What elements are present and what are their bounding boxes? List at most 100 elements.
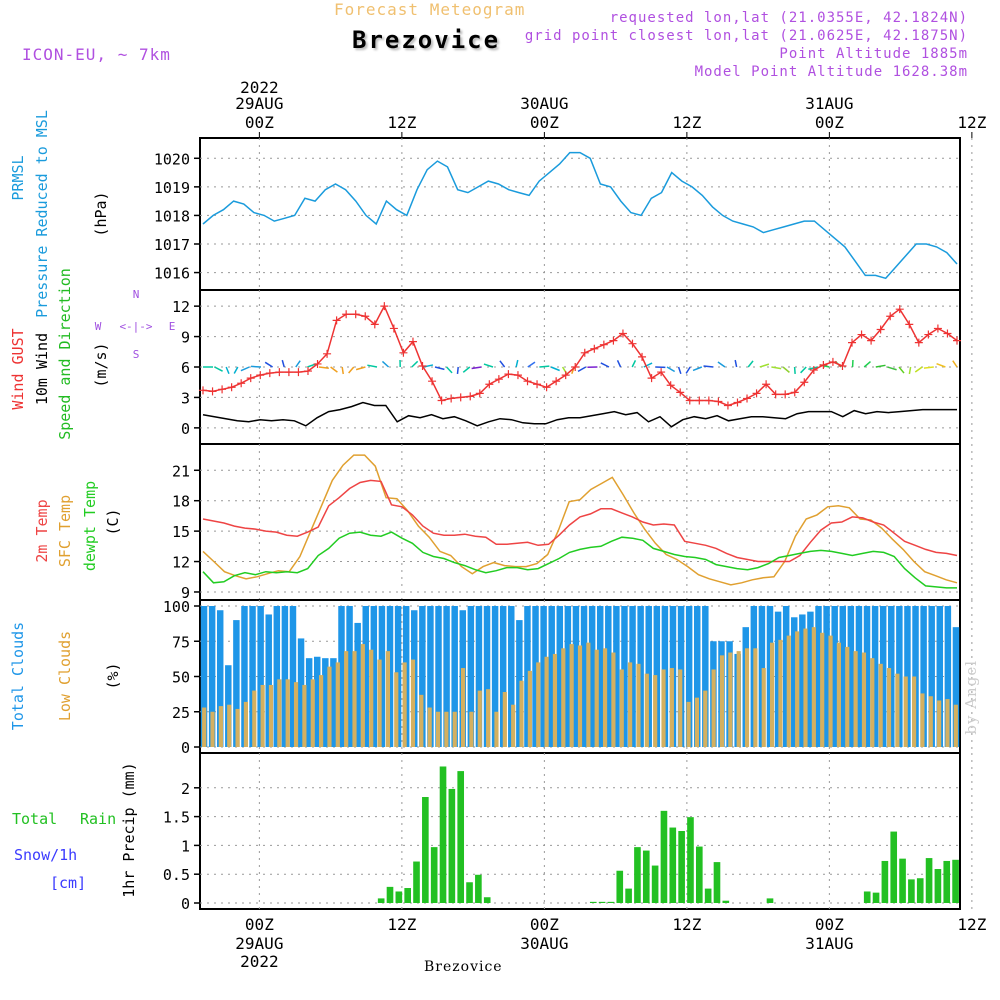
gust-marker — [303, 367, 312, 376]
low-cloud-bar — [293, 682, 299, 747]
sfc-temp-line — [202, 454, 958, 586]
gust-marker — [361, 312, 370, 321]
wind-gust-line — [202, 304, 958, 407]
total-cloud-bar — [370, 606, 378, 747]
rain-bar — [872, 892, 880, 903]
top-hour-label: 00Z — [530, 113, 559, 132]
gust-marker — [876, 325, 885, 334]
wind-arrow — [550, 366, 560, 372]
low-cloud-bar — [611, 652, 616, 747]
wind-arrow — [423, 364, 434, 368]
low-cloud-bar — [511, 704, 516, 747]
wind-arrow — [782, 366, 790, 373]
low-cloud-bar — [878, 663, 883, 747]
gust-marker — [323, 349, 332, 358]
total-cloud-bar — [879, 606, 887, 747]
total-cloud-bar — [888, 606, 895, 747]
requested-coords: requested lon,lat (21.0355E, 42.1824N) — [609, 10, 968, 26]
wind-arrow — [616, 360, 622, 368]
gust-marker — [370, 320, 379, 329]
rain-bar — [625, 888, 632, 903]
total-cloud-bar — [613, 606, 620, 747]
gust-marker — [408, 337, 417, 346]
rain-bar — [651, 865, 659, 903]
label-total: Total — [12, 810, 57, 828]
top-hour-label: 00Z — [815, 113, 844, 132]
gust-marker — [552, 377, 561, 386]
y-tick-label: 9 — [181, 329, 190, 347]
total-cloud-bar — [782, 606, 790, 747]
low-cloud-bar — [728, 652, 733, 747]
wind-arrow — [539, 365, 550, 368]
low-cloud-bar — [544, 656, 549, 747]
total-cloud-bar — [524, 606, 531, 747]
low-cloud-bar — [636, 663, 641, 747]
gust-marker — [657, 368, 666, 377]
gust-marker — [743, 394, 752, 403]
gust-marker — [943, 329, 952, 338]
compass-w: W — [95, 320, 102, 333]
wind-arrow — [446, 366, 453, 374]
total-cloud-bar — [621, 606, 628, 747]
low-cloud-bar — [477, 690, 482, 747]
rain-bar — [395, 891, 403, 903]
low-cloud-bar — [494, 711, 499, 747]
low-cloud-bar — [569, 644, 574, 747]
label-pressure-msl: Pressure Reduced to MSL — [33, 110, 51, 318]
label-c: (C) — [104, 508, 122, 535]
wind-arrow — [808, 366, 818, 371]
y-tick-label: 6 — [181, 359, 190, 377]
total-cloud-bar — [694, 606, 701, 747]
total-cloud-bar — [540, 606, 547, 747]
compass-s: S — [133, 348, 140, 361]
y-tick-label: 21 — [172, 462, 190, 480]
total-cloud-bar — [273, 606, 281, 747]
label-speed-direction: Speed and Direction — [56, 268, 74, 440]
rain-bar — [881, 860, 889, 903]
low-cloud-bar — [227, 704, 232, 747]
gust-marker — [771, 390, 780, 399]
y-tick-label: 1020 — [154, 150, 190, 168]
y-tick-label: 3 — [181, 389, 190, 407]
compass-n: N — [133, 288, 140, 301]
low-cloud-bar — [536, 662, 541, 747]
wind-arrow — [643, 362, 653, 368]
rain-bar — [863, 891, 871, 903]
gust-marker — [246, 374, 255, 383]
low-cloud-bar — [577, 645, 583, 747]
gust-marker — [208, 387, 217, 396]
low-cloud-bar — [435, 711, 441, 747]
total-cloud-bar — [637, 606, 644, 747]
model-altitude: Model Point Altitude 1628.38m — [694, 64, 968, 80]
total-cloud-bar — [807, 611, 814, 747]
label-hpa: (hPa) — [92, 191, 110, 236]
low-cloud-bar — [803, 628, 808, 747]
gust-marker — [265, 369, 274, 378]
total-cloud-bar — [685, 606, 693, 747]
gust-marker — [762, 380, 771, 389]
low-cloud-bar — [352, 651, 357, 747]
gust-marker — [218, 385, 227, 394]
low-cloud-bar — [619, 669, 624, 747]
total-cloud-bar — [516, 620, 523, 747]
low-cloud-bar — [736, 651, 741, 747]
total-cloud-bar — [491, 606, 499, 747]
gust-marker — [284, 368, 293, 377]
rain-bar — [439, 766, 447, 903]
low-cloud-bar — [744, 648, 750, 747]
low-cloud-bar — [703, 690, 708, 747]
wind-arrow — [936, 363, 946, 368]
gust-marker — [838, 361, 847, 370]
wind-arrow — [355, 366, 366, 371]
low-cloud-bar — [410, 659, 416, 747]
panel-frame — [199, 137, 961, 291]
low-cloud-bar — [369, 649, 374, 747]
gust-marker — [714, 397, 723, 406]
low-cloud-bar — [327, 666, 332, 747]
bottom-hour-label: 12Z — [387, 915, 416, 934]
total-cloud-bar — [419, 606, 426, 747]
total-cloud-bar — [305, 658, 313, 747]
gust-marker — [781, 390, 790, 399]
gust-marker — [638, 352, 647, 361]
total-cloud-bar — [241, 606, 248, 747]
